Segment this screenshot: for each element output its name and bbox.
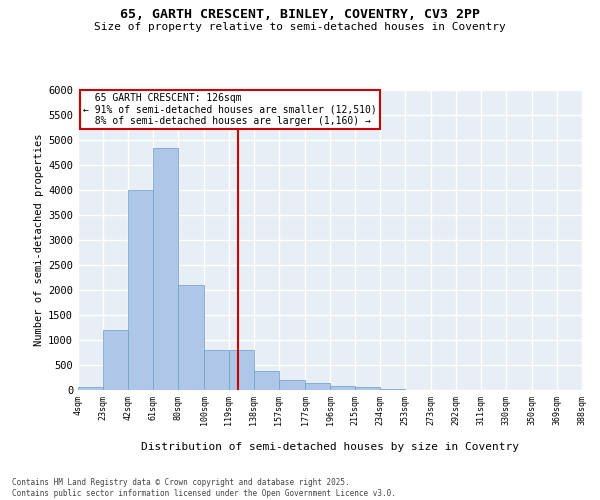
Text: Distribution of semi-detached houses by size in Coventry: Distribution of semi-detached houses by …	[141, 442, 519, 452]
Y-axis label: Number of semi-detached properties: Number of semi-detached properties	[34, 134, 44, 346]
Bar	[330, 386, 355, 390]
Bar	[153, 148, 178, 390]
Text: Contains HM Land Registry data © Crown copyright and database right 2025.
Contai: Contains HM Land Registry data © Crown c…	[12, 478, 396, 498]
Bar	[380, 388, 405, 390]
Bar	[355, 387, 380, 390]
Text: 65, GARTH CRESCENT, BINLEY, COVENTRY, CV3 2PP: 65, GARTH CRESCENT, BINLEY, COVENTRY, CV…	[120, 8, 480, 20]
Bar	[229, 350, 254, 390]
Bar	[305, 383, 330, 390]
Bar	[254, 370, 279, 390]
Bar	[78, 386, 103, 390]
Bar	[128, 190, 153, 390]
Text: 65 GARTH CRESCENT: 126sqm
← 91% of semi-detached houses are smaller (12,510)
  8: 65 GARTH CRESCENT: 126sqm ← 91% of semi-…	[83, 93, 377, 126]
Text: Size of property relative to semi-detached houses in Coventry: Size of property relative to semi-detach…	[94, 22, 506, 32]
Bar	[204, 350, 229, 390]
Bar	[279, 380, 305, 390]
Bar	[103, 330, 128, 390]
Bar	[178, 285, 204, 390]
